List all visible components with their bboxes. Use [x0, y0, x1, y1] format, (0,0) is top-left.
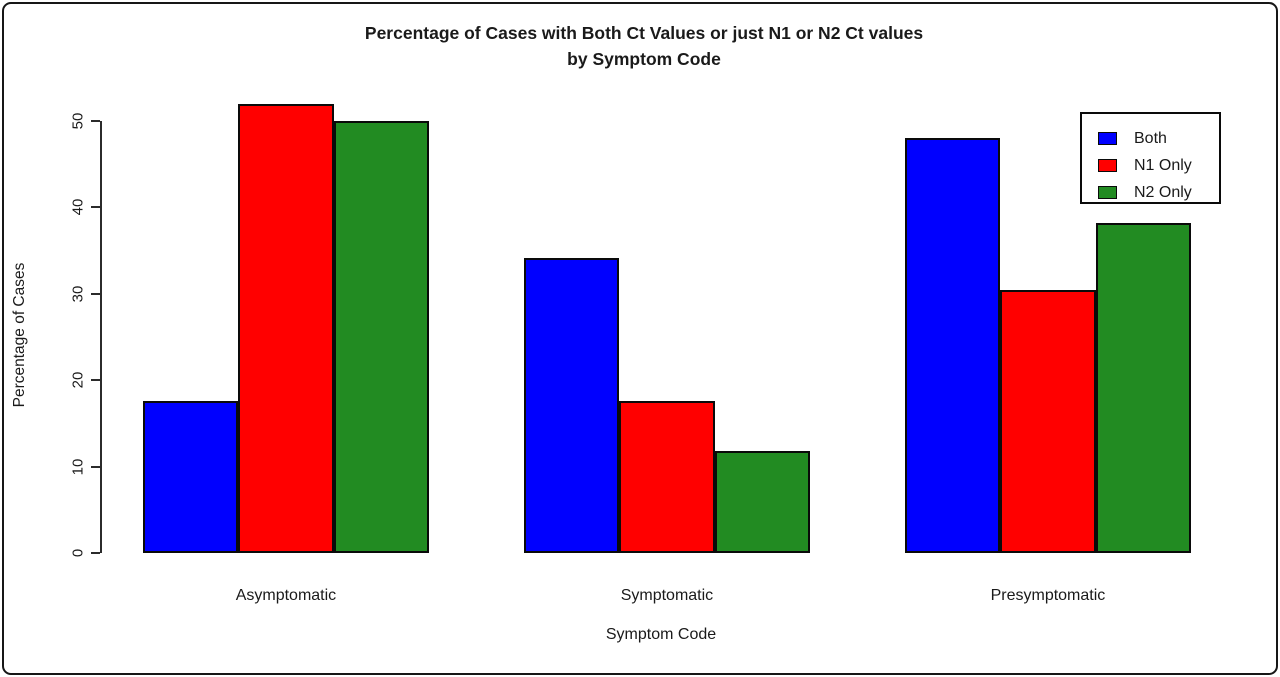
- bar-symptomatic-both: [524, 257, 620, 553]
- legend-swatch-icon: [1098, 132, 1117, 145]
- y-tick-mark: [91, 206, 100, 209]
- y-tick-label: 0: [69, 548, 87, 558]
- bar-chart: Percentage of Cases with Both Ct Values …: [4, 4, 1276, 673]
- y-tick-label: 40: [69, 199, 87, 216]
- y-tick-mark: [91, 120, 100, 122]
- chart-title-line1: Percentage of Cases with Both Ct Values …: [364, 23, 924, 43]
- y-axis-title: Percentage of Cases: [11, 262, 28, 408]
- legend-item-n2-only: N2 Only: [1098, 179, 1219, 206]
- bar-presymptomatic-n2-only: [1095, 222, 1191, 553]
- legend: Both N1 Only N2 Only: [1080, 112, 1221, 204]
- x-axis-title: Symptom Code: [605, 626, 717, 643]
- legend-label: N2 Only: [1134, 183, 1192, 201]
- y-tick-mark: [91, 552, 100, 554]
- legend-swatch-icon: [1098, 186, 1117, 199]
- chart-title-line2: by Symptom Code: [567, 49, 721, 69]
- legend-label: Both: [1134, 129, 1167, 147]
- bar-symptomatic-n1-only: [619, 400, 715, 553]
- x-category-label: Presymptomatic: [990, 587, 1106, 604]
- legend-swatch-icon: [1098, 159, 1117, 172]
- legend-item-both: Both: [1098, 125, 1219, 152]
- y-tick-mark: [91, 292, 100, 295]
- x-category-label: Symptomatic: [620, 587, 714, 604]
- y-tick-mark: [91, 465, 100, 468]
- y-tick-label: 30: [69, 285, 87, 303]
- y-tick-label: 10: [69, 458, 87, 475]
- y-tick-label: 20: [69, 371, 87, 389]
- bar-asymptomatic-n1-only: [238, 103, 334, 553]
- x-category-label: Asymptomatic: [235, 587, 337, 604]
- bar-symptomatic-n2-only: [714, 451, 810, 553]
- bar-asymptomatic-both: [143, 400, 239, 553]
- bar-presymptomatic-both: [905, 138, 1001, 553]
- y-tick-label: 50: [69, 112, 87, 130]
- bar-asymptomatic-n2-only: [333, 121, 429, 553]
- y-tick-mark: [91, 379, 100, 382]
- bar-presymptomatic-n1-only: [1000, 290, 1096, 553]
- y-axis-line: [100, 121, 102, 553]
- legend-label: N1 Only: [1134, 156, 1192, 174]
- chart-title: Percentage of Cases with Both Ct Values …: [44, 20, 1244, 72]
- legend-item-n1-only: N1 Only: [1098, 152, 1219, 179]
